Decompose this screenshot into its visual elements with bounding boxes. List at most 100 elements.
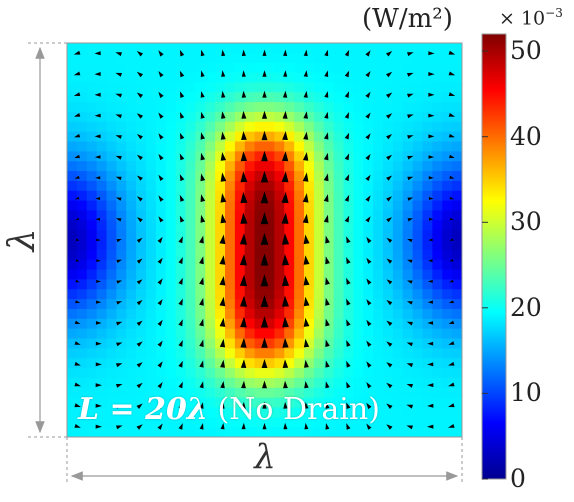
heatmap-cell	[126, 72, 137, 83]
heatmap-cell	[136, 308, 147, 320]
heatmap-cell	[225, 338, 236, 349]
heatmap-cell	[422, 92, 433, 103]
vector-arrow	[95, 383, 102, 388]
heatmap-cell	[373, 190, 384, 202]
heatmap-cell	[313, 92, 325, 103]
vector-arrow	[407, 155, 414, 160]
heatmap-cell	[392, 92, 404, 103]
heatmap-cell	[422, 259, 433, 271]
heatmap-cell	[294, 427, 305, 437]
heatmap-cell	[304, 43, 315, 54]
heatmap-cell	[333, 102, 345, 113]
vector-arrow	[449, 279, 454, 283]
heatmap-cell	[225, 220, 236, 231]
vector-arrow	[325, 297, 330, 306]
vector-arrow	[136, 113, 143, 119]
heatmap-cell	[343, 289, 354, 300]
heatmap-cell	[67, 190, 78, 202]
heatmap-cell	[323, 220, 335, 231]
heatmap-cell	[76, 131, 88, 143]
heatmap-cell	[244, 397, 256, 409]
heatmap-cell	[452, 387, 462, 399]
heatmap-cell	[392, 161, 404, 172]
heatmap-cell	[313, 131, 325, 143]
vector-arrow	[428, 176, 434, 180]
heatmap-cell	[294, 377, 305, 389]
heatmap-cell	[116, 377, 127, 389]
heatmap-cell	[264, 269, 275, 280]
heatmap-cell	[294, 368, 305, 379]
heatmap-cell	[392, 62, 404, 74]
heatmap-cell	[215, 368, 226, 379]
heatmap-cell	[254, 200, 266, 212]
heatmap-cell	[175, 259, 187, 271]
heatmap-cell	[432, 52, 443, 64]
vector-arrow	[94, 155, 101, 159]
heatmap-cell	[86, 230, 98, 241]
heatmap-cell	[313, 200, 325, 212]
heatmap-cell	[383, 52, 394, 64]
heatmap-cell	[274, 131, 285, 143]
colorbar-tick-label: 40	[510, 121, 542, 151]
heatmap-cell	[284, 259, 295, 271]
heatmap-cell	[264, 427, 275, 437]
heatmap-cell	[304, 308, 315, 320]
heatmap-cell	[373, 220, 384, 231]
vector-arrow	[239, 274, 247, 287]
heatmap-cell	[373, 72, 384, 83]
heatmap-cell	[432, 407, 443, 418]
heatmap-cell	[264, 62, 275, 74]
heatmap-cell	[155, 387, 167, 399]
heatmap-cell	[165, 62, 177, 74]
heatmap-cell	[323, 52, 335, 64]
vector-arrow	[365, 71, 371, 78]
heatmap-cell	[343, 43, 354, 54]
heatmap-cell	[106, 62, 117, 74]
heatmap-cell	[234, 92, 246, 103]
heatmap-cell	[126, 111, 137, 123]
heatmap-cell	[323, 397, 335, 409]
heatmap-cell	[234, 171, 246, 182]
heatmap-cell	[264, 43, 275, 54]
heatmap-cell	[76, 92, 88, 103]
heatmap-cell	[136, 180, 147, 192]
heatmap-cell	[195, 82, 206, 93]
vector-arrow	[303, 49, 308, 57]
heatmap-cell	[323, 249, 335, 261]
heatmap-cell	[432, 72, 443, 83]
vector-arrow	[323, 194, 329, 202]
heatmap-cell	[234, 102, 246, 113]
heatmap-cell	[86, 289, 98, 300]
heatmap-cell	[402, 82, 414, 93]
heatmap-cell	[343, 427, 354, 437]
heatmap-cell	[412, 82, 424, 93]
heatmap-cell	[363, 407, 374, 418]
vector-arrow	[262, 90, 267, 98]
heatmap-cell	[313, 102, 325, 113]
heatmap-cell	[442, 308, 453, 320]
heatmap-cell	[116, 72, 127, 83]
heatmap-cell	[392, 230, 404, 241]
heatmap-cell	[106, 299, 117, 310]
heatmap-cell	[106, 269, 117, 280]
heatmap-cell	[264, 308, 275, 320]
heatmap-cell	[264, 348, 275, 359]
heatmap-cell	[442, 397, 453, 409]
vector-arrow	[283, 401, 288, 409]
heatmap-cell	[146, 240, 157, 251]
heatmap-cell	[136, 240, 147, 251]
vector-arrow	[302, 152, 309, 161]
heatmap-cell	[126, 102, 137, 113]
heatmap-cell	[244, 259, 256, 271]
vector-arrow	[74, 196, 80, 200]
heatmap-cell	[126, 180, 137, 192]
heatmap-cell	[422, 72, 433, 83]
heatmap-cell	[205, 72, 216, 83]
vector-arrow	[74, 320, 81, 324]
heatmap-cell	[136, 368, 147, 379]
heatmap-cell	[294, 52, 305, 64]
heatmap-cell	[452, 318, 462, 330]
heatmap-cell	[86, 427, 98, 437]
heatmap-cell	[234, 72, 246, 83]
heatmap-cell	[155, 72, 167, 83]
